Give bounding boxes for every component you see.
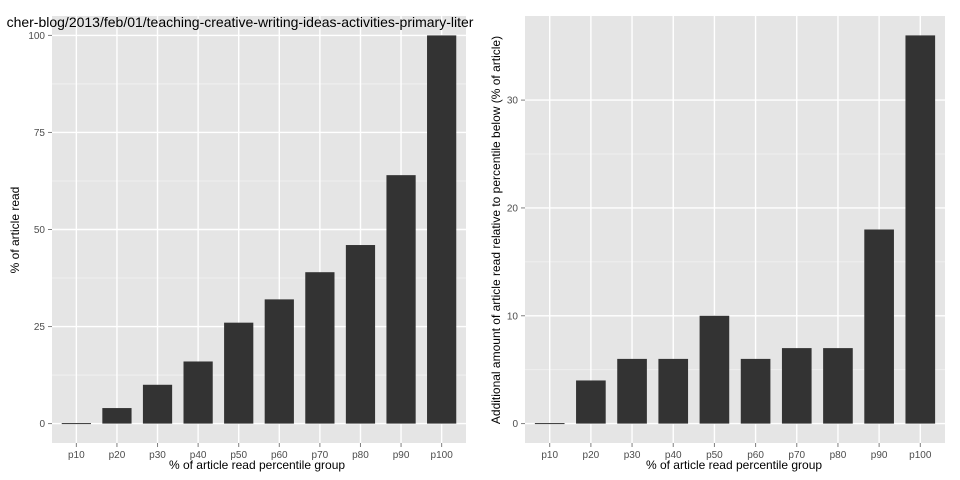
bar-p60 [264,299,294,424]
x-tick-label: p30 [624,450,641,461]
bar-p90 [386,175,416,424]
bar-p70 [781,348,812,424]
y-tick-label: 20 [507,203,519,214]
bar-p70 [305,272,335,424]
bar-p30 [617,358,647,424]
x-axis-label: % of article read percentile group [169,458,345,472]
bar-p100 [905,35,936,424]
x-tick-label: p100 [431,450,454,461]
x-tick-labels: p10 p20 p30 p40 p50 p60 p70 p80 p90 p100 [68,443,453,461]
chart-title: cher-blog/2013/feb/01/teaching-creative-… [7,14,474,30]
bar-p60 [740,358,771,424]
bar-p40 [658,358,689,424]
x-tick-label: p50 [706,450,723,461]
x-tick-label: p20 [583,450,600,461]
x-tick-label: p10 [68,450,85,461]
x-tick-label: p90 [871,450,888,461]
x-tick-label: p10 [541,450,558,461]
bar-p50 [699,315,730,424]
y-tick-label: 25 [34,322,46,333]
y-tick-label: 30 [507,96,519,107]
y-tick-label: 50 [34,225,46,236]
x-tick-label: p90 [393,450,410,461]
bar-p10 [61,423,91,425]
x-tick-label: p70 [788,450,805,461]
bar-p20 [576,380,606,424]
bars [534,35,936,425]
y-axis-label: % of article read [8,187,22,274]
y-tick-label: 0 [512,419,518,430]
bar-p40 [183,361,213,424]
x-tick-label: p60 [271,450,288,461]
x-axis-label: % of article read percentile group [646,458,822,472]
x-tick-label: p60 [747,450,764,461]
y-tick-labels: 0 10 20 30 [507,96,525,430]
y-tick-label: 75 [34,128,46,139]
y-tick-label: 100 [28,31,45,42]
x-tick-label: p40 [190,450,207,461]
bar-p10 [534,423,565,425]
x-tick-label: p40 [665,450,682,461]
y-tick-labels: 0 25 50 75 100 [28,31,52,430]
x-tick-label: p20 [109,450,126,461]
y-tick-label: 10 [507,311,519,322]
bar-p50 [224,322,254,424]
x-tick-label: p50 [230,450,247,461]
bar-p90 [864,229,894,424]
bar-p100 [427,35,457,424]
y-tick-label: 0 [39,419,45,430]
bars [61,35,457,425]
bar-p20 [102,408,132,424]
bar-p80 [823,348,853,424]
x-tick-label: p80 [830,450,847,461]
bar-p80 [345,245,376,424]
x-tick-label: p80 [352,450,369,461]
x-tick-label: p70 [312,450,329,461]
x-tick-labels: p10 p20 p30 p40 p50 p60 p70 p80 p90 p100 [541,443,932,461]
y-axis-label: Additional amount of article read relati… [489,36,503,424]
x-tick-label: p30 [149,450,166,461]
x-tick-label: p100 [909,450,932,461]
bar-p30 [142,384,173,424]
